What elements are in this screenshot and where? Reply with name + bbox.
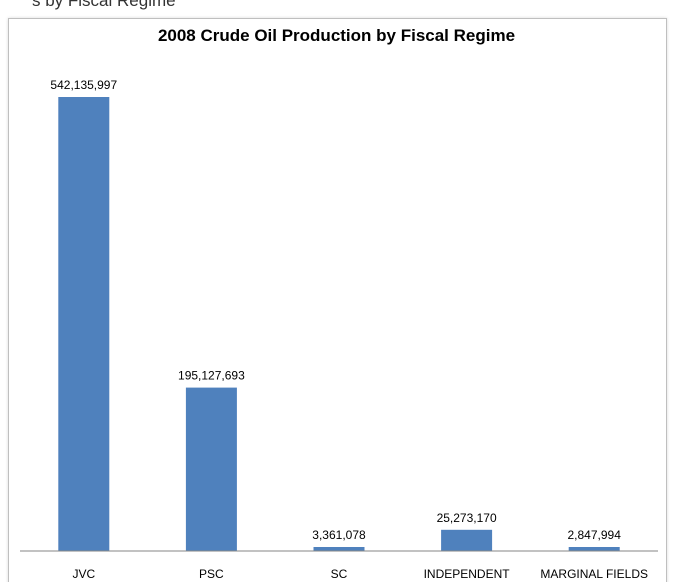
data-label: 2,847,994: [568, 528, 622, 542]
bar-sc: [313, 547, 365, 551]
x-tick-label: JVC: [72, 567, 95, 581]
bar-marginal-fields: [568, 547, 620, 551]
data-label: 3,361,078: [312, 528, 366, 542]
x-tick-label: INDEPENDENT: [424, 567, 511, 581]
bar-jvc: [58, 97, 110, 551]
x-tick-label: PSC: [199, 567, 224, 581]
chart-title: 2008 Crude Oil Production by Fiscal Regi…: [157, 26, 516, 45]
x-tick-label: SC: [331, 567, 348, 581]
x-tick-label: MARGINAL FIELDS: [540, 567, 648, 581]
data-label: 542,135,997: [50, 78, 117, 92]
data-label: 25,273,170: [437, 511, 497, 525]
cropped-header-text: s by Fiscal Regime: [32, 0, 176, 10]
bar-independent: [441, 529, 493, 551]
bar-psc: [185, 387, 237, 551]
data-label: 195,127,693: [178, 369, 245, 383]
chart-frame: [8, 18, 667, 582]
